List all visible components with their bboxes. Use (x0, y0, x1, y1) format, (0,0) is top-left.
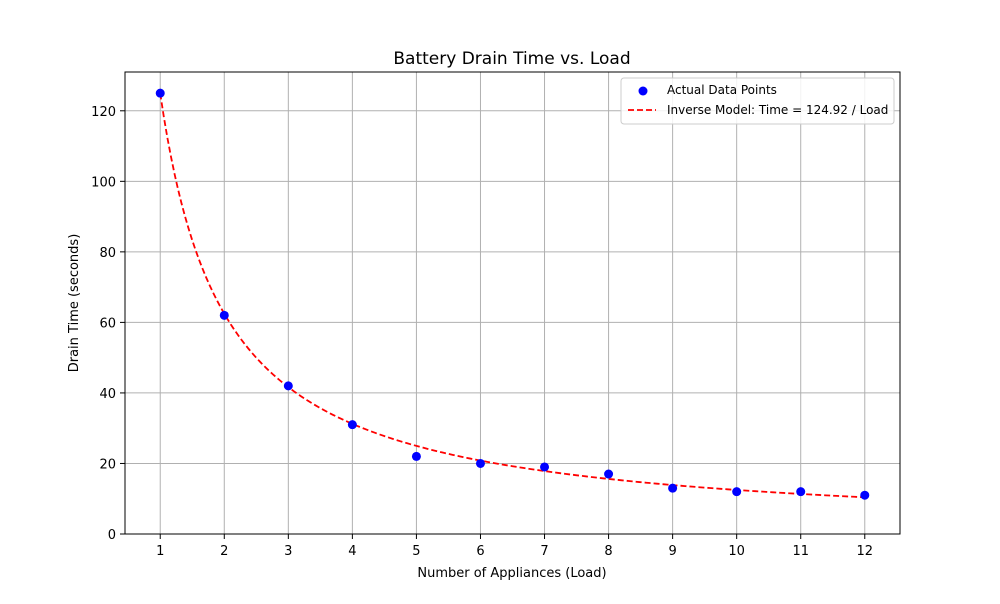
x-tick-label: 1 (156, 544, 164, 559)
x-tick-label: 9 (668, 544, 676, 559)
x-tick-label: 10 (728, 544, 745, 559)
x-tick-label: 7 (540, 544, 548, 559)
x-tick-label: 8 (604, 544, 612, 559)
data-point (796, 487, 806, 497)
x-tick-label: 4 (348, 544, 356, 559)
x-tick-label: 6 (476, 544, 484, 559)
y-tick-label: 60 (99, 316, 116, 331)
data-point (604, 469, 614, 479)
model-curve (159, 93, 865, 499)
data-point (411, 451, 421, 461)
data-point (732, 487, 742, 497)
y-tick-label: 20 (99, 457, 116, 472)
data-point (347, 420, 357, 430)
data-point (283, 381, 293, 391)
legend-label-actual: Actual Data Points (667, 83, 777, 97)
y-tick-label: 80 (99, 246, 116, 261)
chart-title: Battery Drain Time vs. Load (393, 49, 630, 69)
legend-label-model: Inverse Model: Time = 124.92 / Load (667, 103, 888, 117)
y-axis-label: Drain Time (seconds) (67, 234, 82, 373)
y-tick-label: 0 (108, 528, 116, 543)
x-tick-label: 12 (856, 544, 873, 559)
data-point (860, 490, 870, 500)
x-tick-label: 3 (284, 544, 292, 559)
data-point (668, 483, 678, 493)
x-tick-label: 5 (412, 544, 420, 559)
data-point (540, 462, 550, 472)
x-tick-label: 2 (220, 544, 228, 559)
x-axis-label: Number of Appliances (Load) (417, 566, 606, 581)
data-point (475, 458, 485, 468)
legend-marker-scatter (638, 86, 648, 96)
y-tick-label: 40 (99, 387, 116, 402)
plot-frame (124, 71, 901, 535)
legend-box (620, 77, 895, 125)
data-point (155, 88, 165, 98)
plot-data (155, 88, 870, 500)
data-point (219, 310, 229, 320)
y-tick-label: 100 (91, 175, 116, 190)
y-tick-label: 120 (91, 105, 116, 120)
x-tick-label: 11 (792, 544, 809, 559)
legend: Actual Data Points Inverse Model: Time =… (620, 77, 895, 125)
